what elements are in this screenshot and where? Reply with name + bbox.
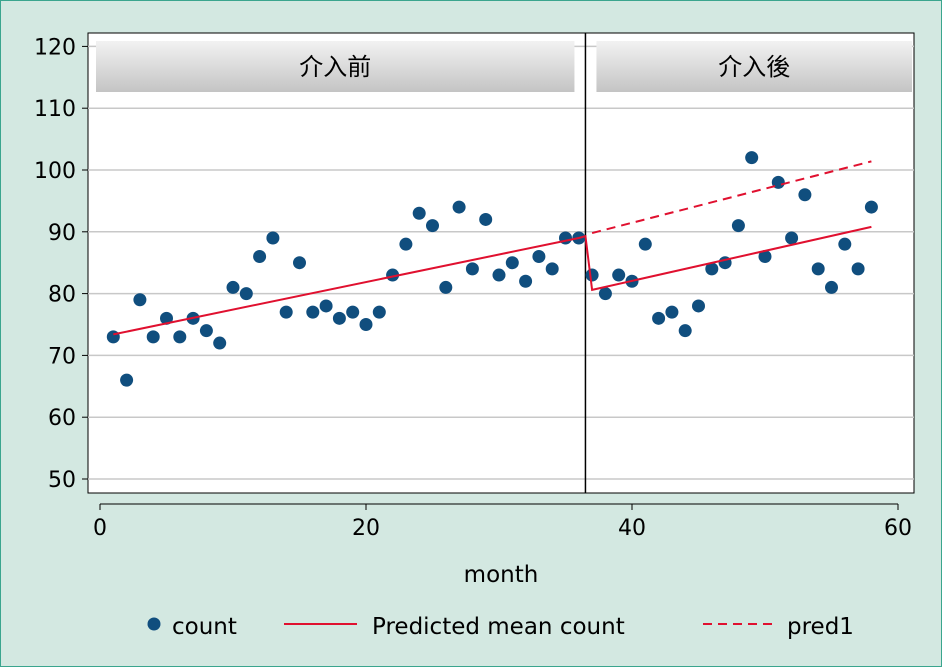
panel-strip-label: 介入後 (718, 53, 790, 81)
pred1-line (591, 160, 872, 235)
data-point (505, 256, 519, 270)
legend: count Predicted mean count pred1 (147, 614, 854, 640)
panel-strip (596, 41, 912, 92)
y-tick-label: 80 (48, 283, 76, 308)
data-point (585, 268, 599, 282)
data-point (332, 311, 346, 325)
data-point (253, 250, 267, 264)
y-tick-label: 100 (34, 159, 76, 184)
data-point (479, 212, 493, 226)
data-point (386, 268, 400, 282)
legend-label-pred1: pred1 (787, 614, 854, 640)
x-tick-label: 60 (884, 516, 912, 541)
y-tick-label: 70 (48, 344, 76, 369)
series (106, 151, 878, 387)
data-point (785, 231, 799, 245)
data-point (133, 293, 147, 307)
data-point (492, 268, 506, 282)
y-tick-label: 60 (48, 406, 76, 431)
data-point (426, 219, 439, 233)
data-point (705, 262, 719, 276)
data-point (519, 274, 533, 288)
x-tick-label: 0 (93, 516, 107, 541)
data-point (173, 330, 187, 344)
y-tick-label: 50 (48, 468, 76, 493)
data-point (452, 200, 466, 214)
data-point (160, 311, 173, 325)
plot-area (87, 32, 915, 494)
panel-strip (96, 41, 575, 92)
data-point (864, 200, 878, 214)
data-point (359, 318, 373, 331)
data-point (266, 231, 280, 245)
x-axis-label: month (464, 562, 539, 588)
data-point (293, 256, 306, 270)
data-point (638, 237, 652, 251)
data-point (758, 250, 772, 264)
data-point (106, 330, 120, 344)
data-point (545, 262, 559, 276)
y-tick-label: 110 (34, 97, 76, 122)
data-point (319, 299, 333, 313)
legend-label-count: count (172, 614, 237, 640)
x-tick-label: 40 (618, 516, 646, 541)
data-point (372, 305, 386, 319)
panel-strips: 介入前 介入後 (96, 41, 912, 92)
data-point (439, 280, 453, 294)
data-point (678, 324, 692, 338)
data-point (399, 237, 413, 251)
legend-label-predicted: Predicted mean count (372, 614, 625, 640)
data-point (213, 336, 227, 350)
data-point (692, 299, 705, 313)
data-point (838, 237, 852, 251)
data-point (851, 262, 865, 276)
data-point (346, 305, 360, 319)
y-tick-label: 90 (48, 221, 76, 246)
panel-strip-label: 介入前 (299, 53, 371, 81)
data-point (731, 219, 745, 233)
data-point (665, 305, 679, 319)
x-axis: 0 20 40 60 (93, 503, 912, 541)
data-point (412, 206, 426, 220)
data-point (798, 188, 812, 202)
data-point (120, 373, 134, 387)
data-point (745, 151, 759, 165)
data-point (612, 268, 626, 282)
data-point (199, 324, 213, 338)
data-point (652, 311, 666, 325)
data-point (465, 262, 479, 276)
data-point (598, 287, 612, 301)
x-tick-label: 20 (352, 516, 380, 541)
data-point (146, 330, 160, 344)
data-point (811, 262, 825, 276)
predicted-mean-line (113, 225, 872, 336)
data-point (239, 287, 253, 301)
data-point (226, 280, 240, 294)
data-point (532, 250, 546, 264)
data-point (279, 305, 293, 319)
y-tick-label: 120 (34, 35, 76, 60)
data-point (825, 280, 838, 294)
legend-marker-count (147, 617, 161, 631)
y-axis: 50 60 70 80 90 100 110 120 (34, 35, 88, 493)
data-point (306, 305, 320, 319)
